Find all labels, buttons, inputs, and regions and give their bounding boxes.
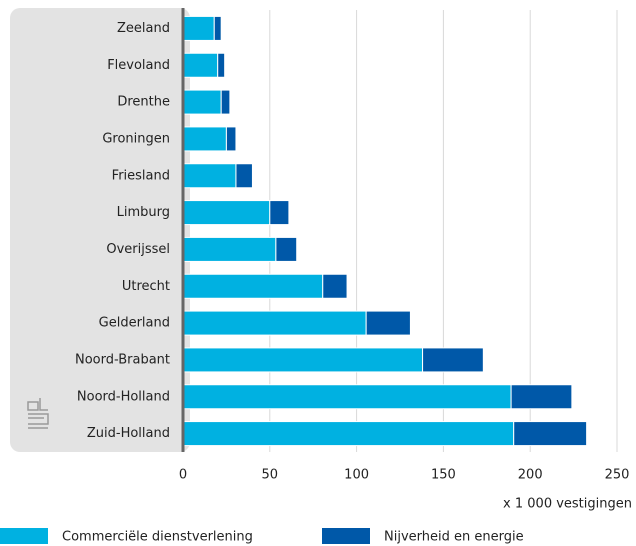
bar-segment — [269, 200, 290, 226]
bar-segment — [322, 273, 348, 299]
bar-segment — [513, 421, 588, 447]
legend-swatch — [322, 528, 370, 544]
y-tick-label: Friesland — [112, 168, 170, 183]
bar-segment — [182, 89, 222, 115]
x-tick-label: 0 — [179, 468, 187, 483]
bar-segment — [182, 347, 424, 373]
bar-segment — [217, 52, 226, 78]
x-tick-label: 150 — [431, 468, 456, 483]
bar-segment — [510, 384, 573, 410]
y-tick-label: Zuid-Holland — [87, 426, 170, 441]
x-tick-label: 250 — [605, 468, 630, 483]
y-tick-label: Flevoland — [107, 58, 170, 73]
legend-swatch — [0, 528, 48, 544]
bar-segment — [182, 52, 219, 78]
legend-label: Commerciële dienstverlening — [62, 530, 253, 545]
y-tick-label: Zeeland — [117, 21, 170, 36]
y-tick-label: Utrecht — [122, 279, 170, 294]
bar-segment — [213, 15, 222, 41]
bar-segment — [182, 15, 215, 41]
bar-segment — [182, 273, 324, 299]
x-tick-label: 50 — [262, 468, 279, 483]
y-tick-label: Limburg — [117, 205, 170, 220]
x-tick-label: 200 — [518, 468, 543, 483]
y-tick-label: Gelderland — [99, 316, 170, 331]
label-panel — [10, 8, 190, 452]
bar-segment — [235, 163, 253, 189]
bar-segment — [182, 200, 271, 226]
bar-segment — [182, 126, 227, 152]
bar-segment — [220, 89, 231, 115]
bar-segment — [182, 384, 512, 410]
x-axis-label: x 1 000 vestigingen — [503, 497, 632, 512]
bar-segment — [365, 310, 411, 336]
logo — [27, 398, 49, 429]
y-tick-label: Groningen — [102, 131, 170, 146]
bar-segment — [225, 126, 237, 152]
y-tick-label: Noord-Holland — [77, 389, 170, 404]
x-tick-label: 100 — [344, 468, 369, 483]
bar-segment — [182, 163, 237, 189]
y-tick-label: Overijssel — [106, 242, 170, 257]
bar-segment — [275, 236, 298, 262]
y-tick-label: Drenthe — [117, 95, 170, 110]
bar-segment — [182, 236, 277, 262]
legend-label: Nijverheid en energie — [384, 530, 524, 545]
bar-segment — [182, 310, 367, 336]
bar-segment — [422, 347, 484, 373]
y-tick-label: Noord-Brabant — [75, 352, 170, 367]
bar-segment — [182, 421, 515, 447]
